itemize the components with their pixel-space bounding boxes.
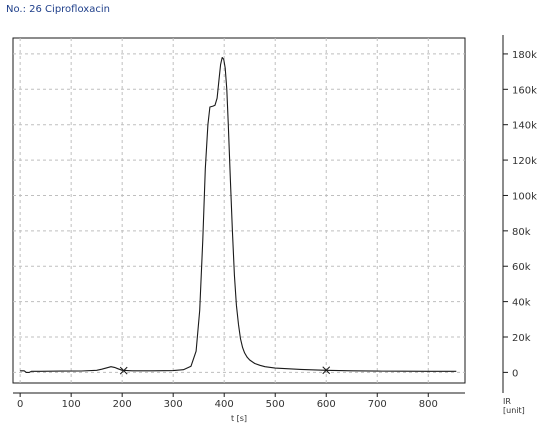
x-tick-label: 0 <box>17 399 23 410</box>
y-tick-label: 140k <box>512 121 537 132</box>
x-tick-label: 300 <box>164 399 183 410</box>
y-tick-label: 60k <box>512 262 531 273</box>
y-axis-unit: [unit] <box>503 406 525 415</box>
x-tick-label: 700 <box>368 399 387 410</box>
y-tick-label: 180k <box>512 50 537 61</box>
y-tick-label: 160k <box>512 85 537 96</box>
x-axis-label: t [s] <box>231 414 247 423</box>
chart-title: No.: 26 Ciprofloxacin <box>6 4 110 15</box>
y-tick-label: 0 <box>512 368 518 379</box>
x-tick-label: 600 <box>317 399 336 410</box>
x-tick-label: 400 <box>215 399 234 410</box>
x-tick-label: 800 <box>419 399 438 410</box>
x-tick-label: 100 <box>62 399 81 410</box>
integration-marker <box>119 366 128 375</box>
y-tick-label: 100k <box>512 191 537 202</box>
y-tick-label: 80k <box>512 227 531 238</box>
x-axis: 0 100 200 300 400 500 600 700 800 <box>13 392 465 410</box>
series-line <box>20 56 457 373</box>
y-tick-label: 120k <box>512 156 537 167</box>
y-axis-label: IR <box>503 397 511 406</box>
marker-group <box>119 366 331 375</box>
series-group <box>20 56 457 373</box>
y-axis: 0 20k 40k 60k 80k 100k 120k 140k 160k 180k <box>502 35 537 393</box>
integration-marker <box>322 366 331 375</box>
x-tick-label: 500 <box>266 399 285 410</box>
y-tick-label: 40k <box>512 298 531 309</box>
x-tick-label: 200 <box>113 399 132 410</box>
y-tick-label: 20k <box>512 333 531 344</box>
